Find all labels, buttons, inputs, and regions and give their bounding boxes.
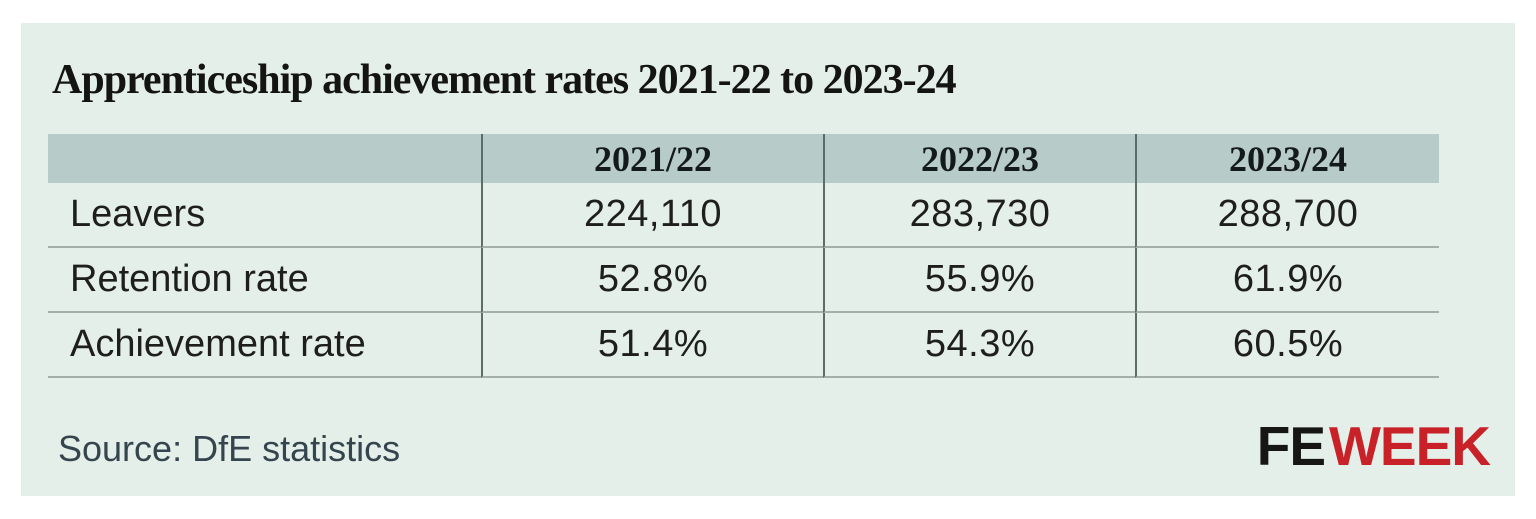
row-label: Leavers — [48, 183, 481, 248]
cell-value: 224,110 — [481, 183, 823, 248]
cell-value: 60.5% — [1135, 313, 1439, 378]
table-header-row: 2021/22 2022/23 2023/24 — [48, 134, 1439, 183]
cell-value: 55.9% — [823, 248, 1135, 313]
cell-value: 288,700 — [1135, 183, 1439, 248]
header-cell-2021-22: 2021/22 — [481, 134, 823, 183]
cell-value: 283,730 — [823, 183, 1135, 248]
feweek-logo: FEWEEK — [1257, 419, 1491, 474]
header-cell-2022-23: 2022/23 — [823, 134, 1135, 183]
chart-title: Apprenticeship achievement rates 2021-22… — [52, 57, 957, 103]
header-cell-blank — [48, 134, 481, 183]
row-label: Retention rate — [48, 248, 481, 313]
cell-value: 61.9% — [1135, 248, 1439, 313]
source-note: Source: DfE statistics — [58, 428, 401, 469]
cell-value: 51.4% — [481, 313, 823, 378]
cell-value: 54.3% — [823, 313, 1135, 378]
data-table: 2021/22 2022/23 2023/24 Leavers 224,110 … — [48, 134, 1439, 378]
table-row-leavers: Leavers 224,110 283,730 288,700 — [48, 183, 1439, 248]
logo-week-text: WEEK — [1329, 415, 1491, 477]
cell-value: 52.8% — [481, 248, 823, 313]
stats-card: Apprenticeship achievement rates 2021-22… — [21, 23, 1515, 496]
table-row-retention-rate: Retention rate 52.8% 55.9% 61.9% — [48, 248, 1439, 313]
row-label: Achievement rate — [48, 313, 481, 378]
logo-fe-text: FE — [1256, 415, 1326, 477]
table-row-achievement-rate: Achievement rate 51.4% 54.3% 60.5% — [48, 313, 1439, 378]
header-cell-2023-24: 2023/24 — [1135, 134, 1439, 183]
